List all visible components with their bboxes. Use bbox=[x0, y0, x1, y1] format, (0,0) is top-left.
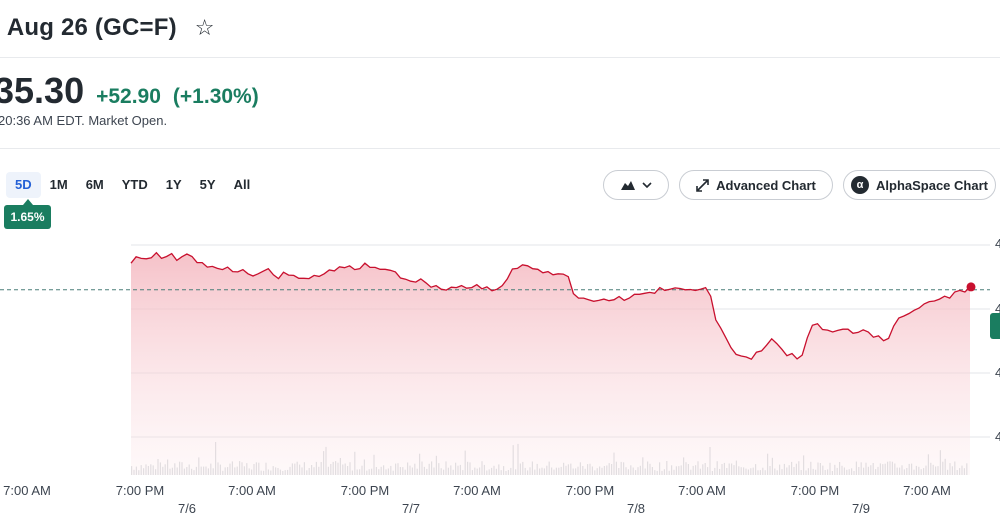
range-1y[interactable]: 1Y bbox=[165, 177, 182, 192]
date-label: 7/7 bbox=[401, 501, 421, 516]
x-tick-label: 7:00 PM bbox=[565, 483, 615, 498]
y-axis-label: 4 bbox=[995, 236, 1000, 251]
x-tick-label: 7:00 AM bbox=[678, 483, 726, 498]
range-5d[interactable]: 5D bbox=[6, 172, 41, 198]
badge-caret bbox=[23, 199, 33, 205]
quote-header: l Aug 26 (GC=F) ☆ bbox=[0, 10, 215, 46]
divider bbox=[0, 148, 1000, 149]
date-label: 7/6 bbox=[177, 501, 197, 516]
price-change: +52.90 bbox=[96, 85, 161, 108]
market-time: 20:36 AM EDT. Market Open. bbox=[0, 113, 168, 128]
x-tick-label: 7:00 PM bbox=[340, 483, 390, 498]
x-tick-label: 7:00 PM bbox=[115, 483, 165, 498]
x-tick-label: 7:00 AM bbox=[903, 483, 951, 498]
date-label: 7/9 bbox=[851, 501, 871, 516]
price-line bbox=[130, 251, 971, 361]
date-label: 7/8 bbox=[626, 501, 646, 516]
star-icon[interactable]: ☆ bbox=[194, 15, 215, 40]
x-tick-label: 7:00 AM bbox=[228, 483, 276, 498]
range-selector: 5D 1M 6M YTD 1Y 5Y All bbox=[6, 172, 259, 198]
advanced-chart-label: Advanced Chart bbox=[716, 177, 816, 193]
mountain-chart-icon bbox=[620, 181, 635, 190]
instrument-title: l Aug 26 (GC=F) bbox=[0, 14, 177, 41]
y-axis-label: 4 bbox=[995, 365, 1000, 380]
y-axis-label: 4 bbox=[995, 301, 1000, 316]
range-5y[interactable]: 5Y bbox=[199, 177, 216, 192]
y-axis-label: 4 bbox=[995, 429, 1000, 444]
price-change-percent: (+1.30%) bbox=[172, 85, 259, 108]
range-change-badge: 1.65% bbox=[4, 205, 51, 229]
alpha-icon: α bbox=[851, 176, 869, 194]
x-tick-label: 7:00 AM bbox=[3, 483, 51, 498]
last-price: 35.30 bbox=[0, 70, 85, 111]
price-area bbox=[131, 252, 970, 475]
price-row: 35.30 +52.90 (+1.30%) bbox=[0, 70, 259, 112]
advanced-chart-button[interactable]: Advanced Chart bbox=[679, 170, 833, 200]
expand-icon bbox=[696, 178, 709, 192]
x-tick-label: 7:00 PM bbox=[790, 483, 840, 498]
alphaspace-chart-button[interactable]: α AlphaSpace Chart bbox=[843, 170, 996, 200]
range-ytd[interactable]: YTD bbox=[121, 177, 148, 192]
range-all[interactable]: All bbox=[233, 177, 251, 192]
chevron-down-icon bbox=[641, 182, 652, 188]
chart-type-dropdown[interactable] bbox=[603, 170, 669, 200]
range-1m[interactable]: 1M bbox=[49, 177, 68, 192]
price-chart[interactable] bbox=[0, 225, 1000, 483]
last-price-dot bbox=[966, 282, 976, 292]
x-tick-label: 7:00 AM bbox=[453, 483, 501, 498]
divider bbox=[0, 57, 1000, 58]
alphaspace-chart-label: AlphaSpace Chart bbox=[876, 177, 988, 193]
range-6m[interactable]: 6M bbox=[85, 177, 104, 192]
last-price-tag bbox=[990, 313, 1000, 339]
